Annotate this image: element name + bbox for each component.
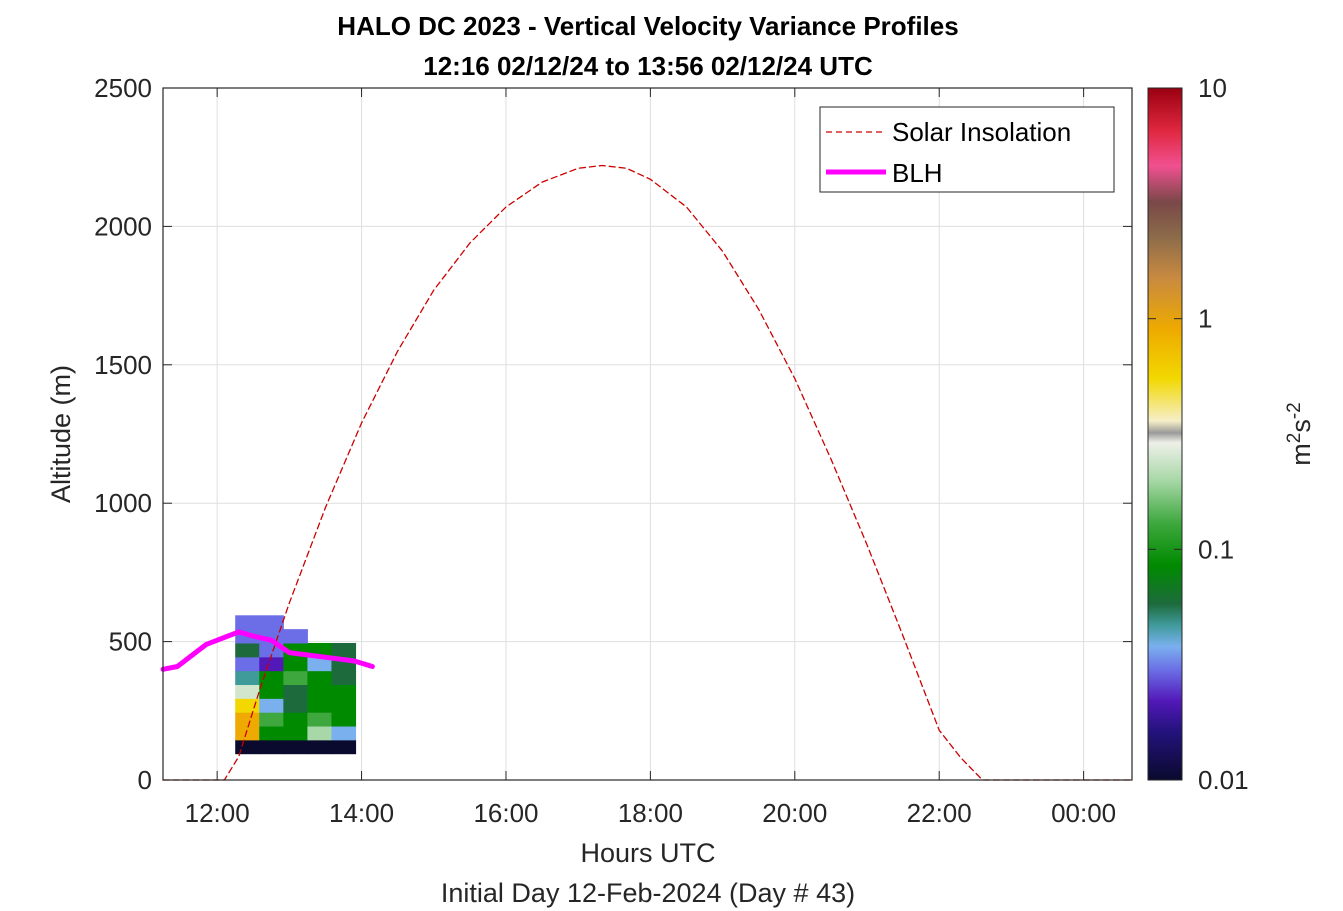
heatmap-cell [331, 642, 357, 658]
colorbar-ticks: 0.01 0.1 1 10 [1148, 73, 1249, 795]
colorbar: 0.01 0.1 1 10 m2s-2 [1147, 73, 1316, 795]
x-tick-label: 18:00 [618, 798, 683, 828]
heatmap-cell [235, 642, 260, 658]
plot-area [160, 87, 1133, 781]
legend-box [819, 106, 1115, 193]
heatmap-cell [283, 726, 308, 741]
heatmap-cell [307, 684, 332, 699]
heatmap-cell [283, 629, 308, 644]
heatmap-cell [283, 698, 308, 713]
series-lines [160, 164, 1133, 781]
y-axis-label: Altitude (m) [46, 365, 76, 503]
heatmap-cell [307, 712, 332, 727]
solar-insolation-line [162, 164, 1133, 781]
heatmap-cell [307, 670, 332, 686]
heatmap-cell [307, 739, 332, 755]
heatmap-cell [283, 739, 308, 755]
colorbar-tick-label: 0.1 [1198, 534, 1234, 564]
chart-title: HALO DC 2023 - Vertical Velocity Varianc… [337, 11, 958, 41]
x-tick-label: 12:00 [185, 798, 250, 828]
heatmap-cell [259, 656, 284, 672]
heatmap-cell [283, 712, 308, 727]
colorbar-tick-label: 0.01 [1198, 765, 1249, 795]
heatmap-cell [283, 670, 308, 686]
legend-label-blh: BLH [892, 158, 943, 188]
heatmap-cell [259, 670, 284, 686]
heatmap-cell [235, 698, 260, 713]
heatmap-cell [259, 739, 284, 755]
y-tick-label: 2000 [94, 211, 152, 241]
heatmap-cell [307, 726, 332, 741]
heatmap-cell [235, 615, 260, 630]
x-tick-label: 16:00 [473, 798, 538, 828]
axis-ticks [163, 87, 1132, 781]
heatmap-cell [307, 656, 332, 672]
heatmap-cell [235, 656, 260, 672]
x-axis-sublabel: Initial Day 12-Feb-2024 (Day # 43) [441, 878, 855, 908]
heatmap-cell [259, 712, 284, 727]
y-tick-labels: 0 500 1000 1500 2000 2500 [94, 73, 152, 795]
colorbar-label: m2s-2 [1284, 402, 1316, 465]
colorbar-tick-label: 10 [1198, 73, 1227, 103]
heatmap-cell [259, 698, 284, 713]
legend: Solar Insolation BLH [819, 106, 1115, 193]
x-tick-label: 22:00 [907, 798, 972, 828]
heatmap-cell [307, 698, 332, 713]
y-tick-label: 1500 [94, 350, 152, 380]
x-tick-labels: 12:00 14:00 16:00 18:00 20:00 22:00 00:00 [185, 798, 1117, 828]
heatmap-cell [235, 739, 260, 755]
x-tick-label: 20:00 [762, 798, 827, 828]
heatmap-cell [331, 698, 357, 713]
y-tick-label: 500 [109, 627, 152, 657]
heatmap-cell [235, 726, 260, 741]
heatmap-cell [235, 670, 260, 686]
y-tick-label: 2500 [94, 73, 152, 103]
x-axis-label: Hours UTC [580, 838, 715, 868]
heatmap-cell [331, 726, 357, 741]
plot-frame [162, 87, 1133, 781]
y-tick-label: 0 [138, 765, 152, 795]
heatmap-cell [331, 670, 357, 686]
heatmap-cell [283, 684, 308, 699]
variance-heatmap [235, 615, 357, 755]
colorbar-fill [1147, 87, 1183, 781]
heatmap-cell [259, 684, 284, 699]
x-tick-label: 14:00 [329, 798, 394, 828]
heatmap-cell [331, 684, 357, 699]
chart-subtitle: 12:16 02/12/24 to 13:56 02/12/24 UTC [423, 51, 873, 81]
heatmap-cell [259, 615, 284, 630]
heatmap-cell [283, 656, 308, 672]
legend-label-solar: Solar Insolation [892, 117, 1071, 147]
x-tick-label: 00:00 [1051, 798, 1116, 828]
heatmap-cell [331, 712, 357, 727]
y-tick-label: 1000 [94, 488, 152, 518]
heatmap-cell [331, 739, 357, 755]
heatmap-cell [235, 684, 260, 699]
blh-line [160, 629, 375, 672]
heatmap-cell [259, 726, 284, 741]
heatmap-cell [235, 712, 260, 727]
colorbar-tick-label: 1 [1198, 304, 1212, 334]
